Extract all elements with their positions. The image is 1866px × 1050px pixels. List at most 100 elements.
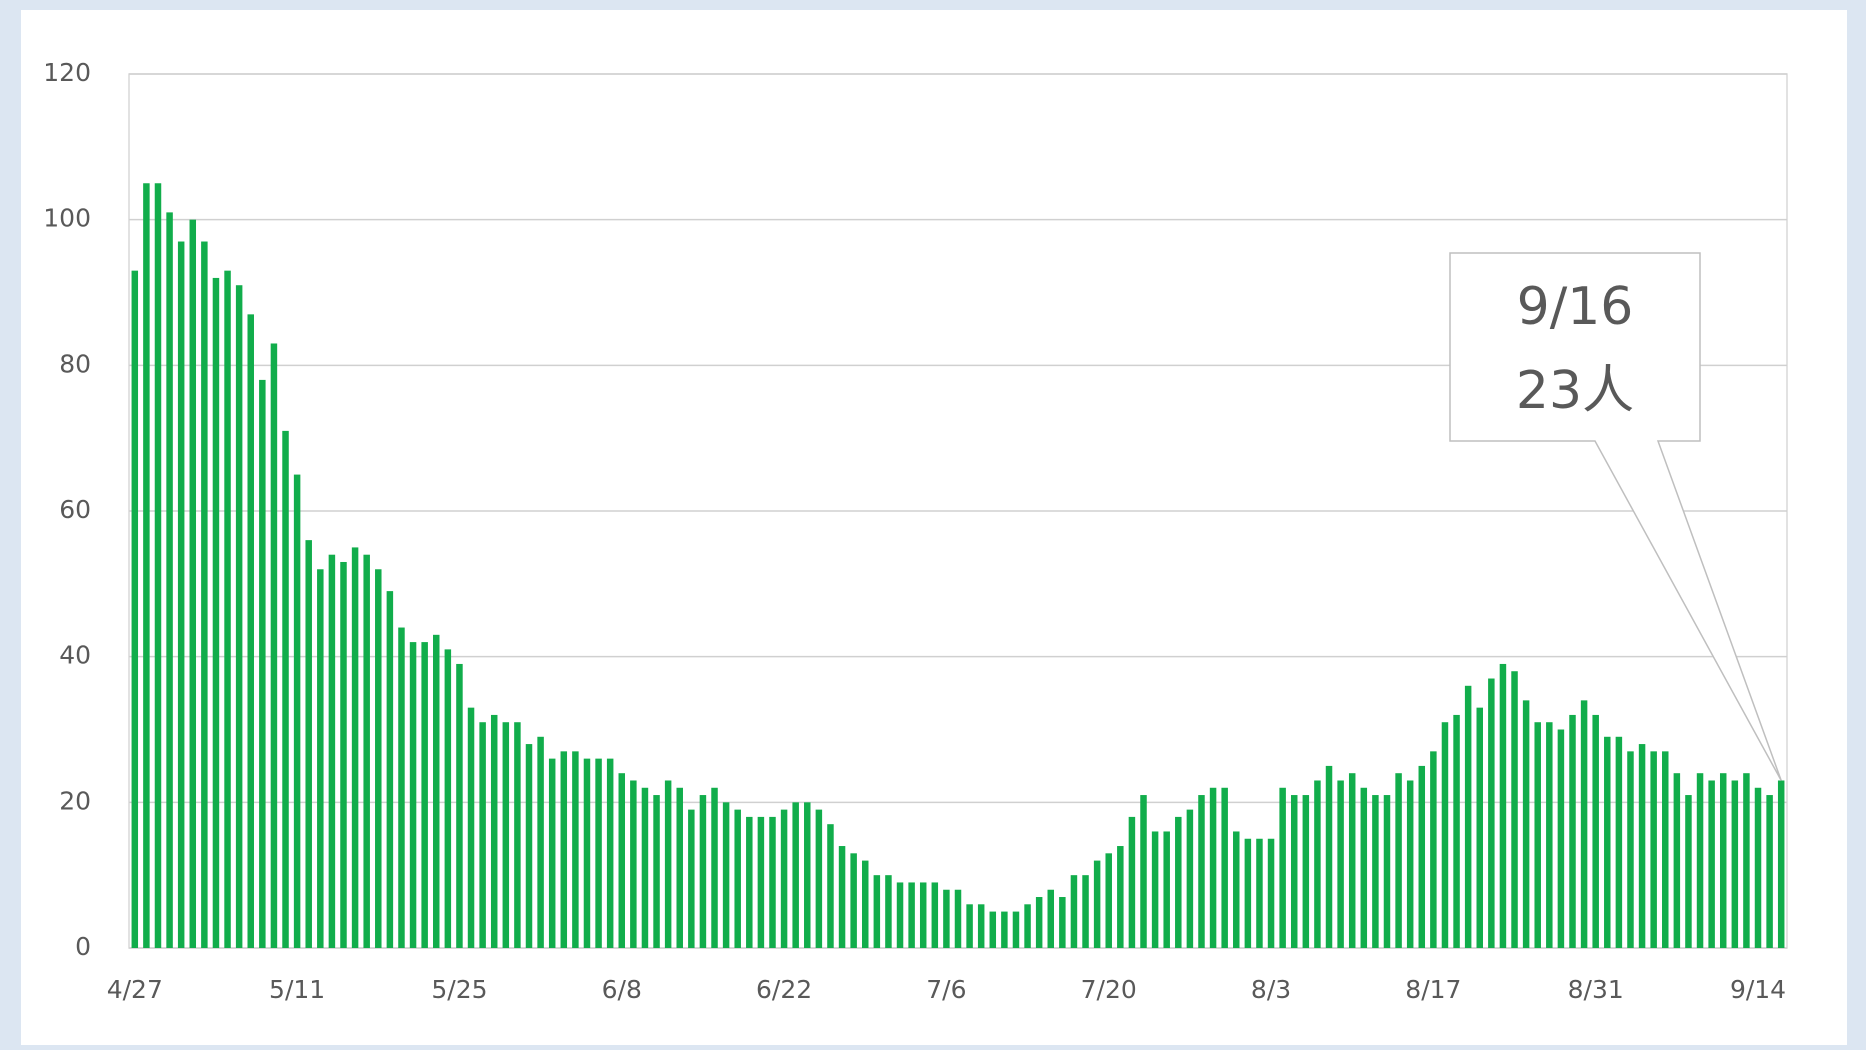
bar: [1464, 685, 1472, 948]
bar: [525, 744, 533, 948]
bar: [1128, 816, 1136, 948]
bar: [804, 802, 811, 948]
bar: [1198, 795, 1205, 948]
bar: [143, 183, 150, 948]
bar: [467, 707, 475, 948]
bar: [1627, 751, 1634, 948]
x-tick-label: 7/20: [1081, 975, 1137, 1004]
bar: [305, 540, 312, 948]
bar: [1372, 795, 1379, 948]
bar: [630, 780, 637, 948]
bar: [769, 816, 776, 948]
bar: [1047, 889, 1055, 948]
x-tick-label: 6/8: [602, 975, 642, 1004]
bar: [259, 379, 266, 948]
bar: [514, 722, 521, 948]
bar: [827, 824, 834, 948]
bar: [896, 882, 904, 948]
x-tick-label: 8/31: [1568, 975, 1624, 1004]
bar: [977, 904, 985, 948]
bar: [537, 736, 544, 948]
bar: [1662, 751, 1669, 948]
x-tick-label: 6/22: [756, 975, 812, 1004]
bar: [1001, 911, 1008, 948]
bar: [502, 722, 510, 948]
annotation: 9/16: [1517, 277, 1634, 337]
bar: [1557, 729, 1565, 948]
y-tick-label: 20: [59, 786, 91, 815]
bar: [386, 591, 394, 948]
bar: [282, 430, 289, 949]
bar: [1140, 795, 1147, 948]
bar: [1592, 714, 1599, 948]
x-tick-label: 7/6: [926, 975, 966, 1004]
bar: [931, 882, 939, 948]
bar: [1279, 787, 1286, 948]
bar: [792, 802, 799, 948]
bar: [1267, 838, 1275, 948]
bar: [1337, 780, 1344, 948]
bar: [479, 722, 486, 948]
bar: [1719, 773, 1727, 948]
bar: [838, 846, 846, 948]
bar: [1175, 816, 1182, 948]
bar: [1035, 897, 1043, 948]
bar: [1754, 787, 1762, 948]
bar: [1070, 875, 1078, 948]
bar: [398, 627, 405, 948]
annotation: 23人: [1516, 361, 1634, 421]
bar: [1418, 765, 1426, 948]
bar: [212, 277, 220, 948]
bar: [548, 758, 556, 948]
bar: [1221, 787, 1228, 948]
bar: [1453, 714, 1460, 948]
y-tick-label: 80: [59, 349, 91, 378]
bar: [433, 634, 440, 948]
x-tick-label: 9/14: [1730, 975, 1786, 1004]
bar: [1708, 780, 1715, 948]
y-tick-label: 100: [43, 204, 91, 233]
bar: [1082, 875, 1089, 948]
x-tick-label: 8/17: [1405, 975, 1461, 1004]
bar: [1476, 707, 1483, 948]
bar: [1151, 831, 1159, 948]
bar: [328, 554, 336, 948]
bar: [966, 904, 973, 948]
chart-area: [21, 10, 1847, 1045]
x-tick-label: 5/11: [269, 975, 325, 1004]
bar: [1163, 831, 1170, 948]
bar: [1441, 722, 1449, 948]
bar: [1488, 678, 1495, 948]
bar: [1511, 671, 1518, 948]
bar: [1731, 780, 1739, 948]
bar: [699, 795, 707, 948]
bar: [1604, 736, 1611, 948]
bar: [1105, 853, 1112, 948]
bar: [711, 787, 718, 948]
bar: [189, 219, 197, 948]
bar: [1383, 795, 1391, 948]
bar: [1290, 795, 1298, 948]
y-tick-label: 0: [75, 932, 91, 961]
bar: [1615, 736, 1623, 948]
bar: [653, 795, 660, 948]
bar: [873, 875, 881, 948]
bar: [746, 816, 753, 948]
bar: [1743, 773, 1750, 948]
bar: [1766, 795, 1773, 948]
bar: [1685, 795, 1692, 948]
bar: [688, 809, 695, 948]
bar: [131, 270, 139, 948]
y-tick-label: 120: [43, 58, 91, 87]
bar: [606, 758, 614, 948]
bar: [1059, 897, 1066, 948]
bar: [1546, 722, 1553, 948]
bar: [572, 751, 579, 948]
bar: [375, 569, 382, 948]
bar: [351, 547, 359, 948]
bar: [560, 751, 568, 948]
y-tick-label: 40: [59, 641, 91, 670]
bar: [177, 241, 185, 948]
bar: [201, 241, 208, 948]
